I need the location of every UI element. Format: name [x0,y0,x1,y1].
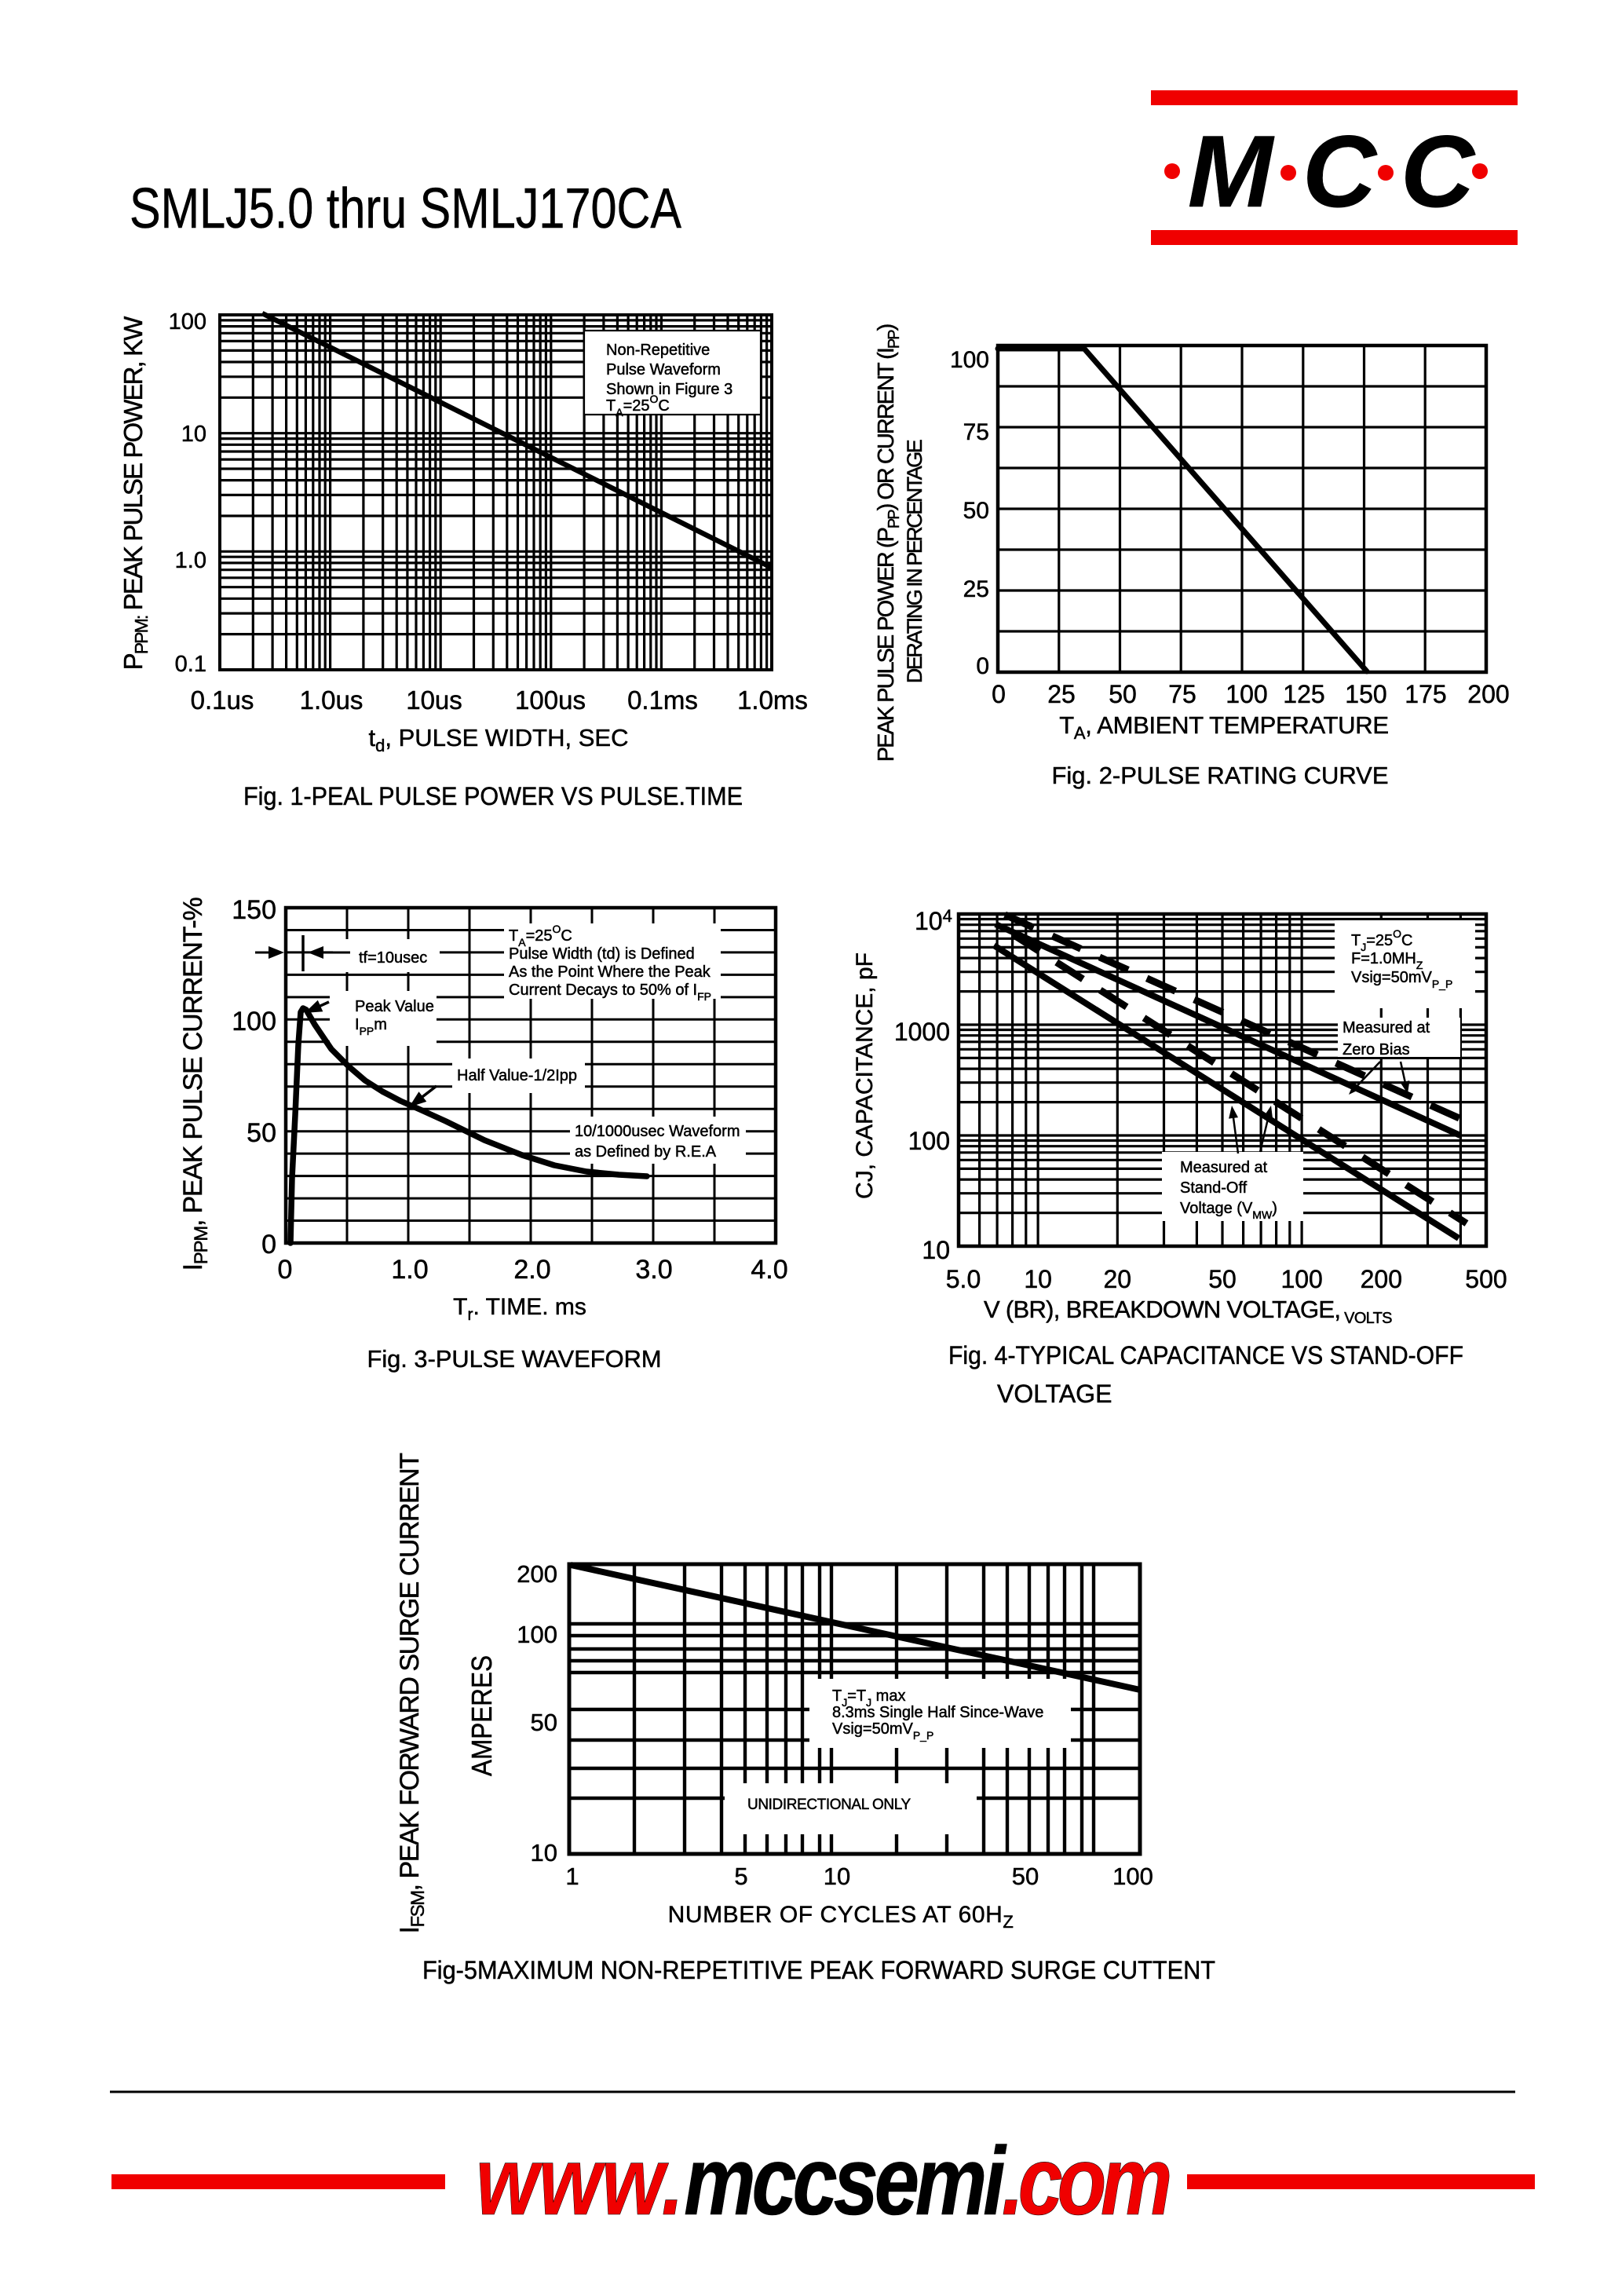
svg-text:200: 200 [1361,1265,1402,1293]
svg-text:1.0us: 1.0us [300,686,363,715]
svg-text:CJ, CAPACITANCE, pF: CJ, CAPACITANCE, pF [852,952,878,1199]
svg-text:1.0ms: 1.0ms [737,686,808,715]
svg-text:Shown in Figure 3: Shown in Figure 3 [606,381,732,398]
svg-text:Fig. 4-TYPICAL CAPACITANCE VS: Fig. 4-TYPICAL CAPACITANCE VS STAND-OFF [948,1341,1463,1369]
svg-text:1000: 1000 [894,1018,950,1046]
svg-text:10: 10 [922,1236,950,1264]
svg-text:5.0: 5.0 [946,1265,981,1293]
svg-text:50: 50 [247,1118,276,1148]
svg-text:125: 125 [1283,680,1324,708]
svg-text:PPPM: PEAK PULSE POWER, KW: PPPM: PEAK PULSE POWER, KW [119,316,152,671]
svg-text:Tr. TIME. ms: Tr. TIME. ms [453,1294,586,1324]
svg-text:200: 200 [1467,680,1509,708]
svg-text:Non-Repetitive: Non-Repetitive [606,342,710,359]
svg-text:2.0: 2.0 [513,1255,550,1285]
svg-text:AMPERES: AMPERES [466,1655,498,1776]
svg-text:Measured at: Measured at [1180,1159,1268,1176]
svg-text:100: 100 [1112,1863,1153,1890]
svg-text:75: 75 [963,419,989,445]
svg-text:Stand-Off: Stand-Off [1180,1179,1248,1197]
svg-text:C: C [1401,114,1476,229]
svg-text:100: 100 [517,1621,557,1648]
svg-text:1.0: 1.0 [175,548,206,573]
svg-text:IFSM, PEAK FORWARD SURGE CURRE: IFSM, PEAK FORWARD SURGE CURRENT [395,1453,429,1934]
svg-text:25: 25 [1047,680,1076,708]
svg-text:100: 100 [169,309,206,335]
svg-text:Half Value-1/2Ipp: Half Value-1/2Ipp [457,1067,577,1084]
svg-text:3.0: 3.0 [635,1255,672,1285]
svg-text:td, PULSE WIDTH, SEC: td, PULSE WIDTH, SEC [369,724,629,755]
svg-text:www.mccsemi.com: www.mccsemi.com [476,2127,1170,2236]
svg-text:100: 100 [908,1127,950,1155]
svg-text:100: 100 [232,1007,276,1036]
svg-text:0: 0 [278,1255,293,1285]
svg-text:Fig. 3-PULSE WAVEFORM: Fig. 3-PULSE WAVEFORM [367,1345,662,1373]
svg-text:200: 200 [517,1560,557,1588]
svg-text:Fig-5MAXIMUM NON-REPETITIVE PE: Fig-5MAXIMUM NON-REPETITIVE PEAK FORWARD… [422,1956,1215,1984]
svg-text:150: 150 [1345,680,1386,708]
svg-text:DERATING IN PERCENTAGE: DERATING IN PERCENTAGE [903,440,926,683]
svg-text:tf=10usec: tf=10usec [359,949,427,967]
svg-text:500: 500 [1465,1265,1507,1293]
svg-text:175: 175 [1405,680,1446,708]
svg-text:4.0: 4.0 [751,1255,787,1285]
svg-text:20: 20 [1103,1265,1131,1293]
svg-text:V (BR), BREAKDOWN VOLTAGE, VOL: V (BR), BREAKDOWN VOLTAGE, VOLTS [984,1296,1392,1327]
svg-text:TA=25OC: TA=25OC [509,923,572,949]
svg-text:IPPM, PEAK PULSE CURRENT-%: IPPM, PEAK PULSE CURRENT-% [178,898,212,1271]
svg-text:50: 50 [963,498,989,524]
svg-text:50: 50 [1109,680,1137,708]
svg-text:100: 100 [1280,1265,1322,1293]
svg-text:1: 1 [565,1863,579,1890]
svg-text:10: 10 [824,1863,850,1890]
svg-text:0.1us: 0.1us [191,686,254,715]
svg-text:Pulse Width (td) is Defined: Pulse Width (td) is Defined [509,945,695,963]
svg-text:75: 75 [1168,680,1196,708]
svg-text:TA, AMBIENT TEMPERATURE: TA, AMBIENT TEMPERATURE [1059,711,1388,743]
svg-text:1.0: 1.0 [391,1255,428,1285]
svg-text:Pulse Waveform: Pulse Waveform [606,361,721,378]
svg-text:100us: 100us [515,686,586,715]
svg-text:PEAK PULSE POWER (PPP) OR CURR: PEAK PULSE POWER (PPP) OR CURRENT (IPP) [874,324,903,762]
svg-text:10: 10 [181,422,206,447]
svg-text:NUMBER OF CYCLES AT 60HZ: NUMBER OF CYCLES AT 60HZ [668,1902,1014,1932]
svg-text:0: 0 [261,1230,276,1260]
svg-text:M: M [1188,114,1275,229]
svg-text:50: 50 [1012,1863,1039,1890]
svg-text:as Defined by R.E.A: as Defined by R.E.A [575,1143,717,1161]
svg-text:100: 100 [1226,680,1267,708]
svg-text:50: 50 [531,1709,557,1736]
svg-text:Fig. 1-PEAL PULSE POWER VS PUL: Fig. 1-PEAL PULSE POWER VS PULSE.TIME [243,782,743,810]
svg-text:0.1: 0.1 [175,652,206,677]
svg-text:C: C [1302,114,1378,229]
svg-text:Fig. 2-PULSE RATING CURVE: Fig. 2-PULSE RATING CURVE [1052,762,1389,789]
svg-text:UNIDIRECTIONAL ONLY: UNIDIRECTIONAL ONLY [747,1797,911,1813]
svg-text:SMLJ5.0 thru SMLJ170CA: SMLJ5.0 thru SMLJ170CA [130,177,681,240]
svg-text:5: 5 [734,1863,747,1890]
svg-text:8.3ms Single Half Since-Wave: 8.3ms Single Half Since-Wave [832,1704,1043,1721]
svg-text:10us: 10us [406,686,462,715]
svg-text:0: 0 [992,680,1006,708]
svg-text:Zero Bias: Zero Bias [1343,1041,1410,1058]
svg-text:50: 50 [1208,1265,1237,1293]
svg-text:100: 100 [950,347,989,373]
svg-text:10: 10 [531,1839,557,1866]
svg-text:As the Point Where the Peak: As the Point Where the Peak [509,963,711,981]
svg-text:25: 25 [963,576,989,602]
svg-text:Measured at: Measured at [1343,1019,1430,1036]
svg-text:VOLTAGE: VOLTAGE [997,1380,1112,1408]
svg-text:10: 10 [1024,1265,1052,1293]
svg-text:10/1000usec Waveform: 10/1000usec Waveform [575,1123,740,1140]
svg-text:0.1ms: 0.1ms [627,686,698,715]
svg-text:0: 0 [976,653,989,679]
svg-text:Peak Value: Peak Value [355,998,434,1015]
svg-text:150: 150 [232,895,276,925]
